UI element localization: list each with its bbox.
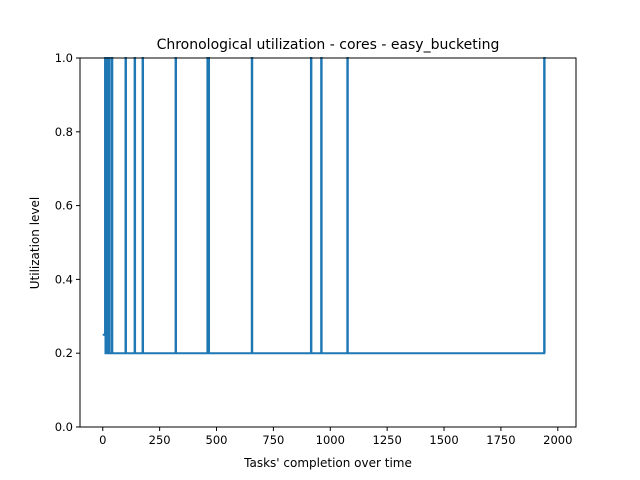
y-tick-label: 1.0 xyxy=(55,51,73,65)
x-tick-label: 0 xyxy=(99,433,106,447)
x-axis-label: Tasks' completion over time xyxy=(243,456,412,470)
x-tick-label: 2000 xyxy=(543,433,572,447)
y-tick-label: 0.0 xyxy=(55,420,73,434)
y-axis-label: Utilization level xyxy=(28,197,42,289)
x-tick-label: 750 xyxy=(262,433,284,447)
x-tick-label: 1750 xyxy=(486,433,515,447)
y-tick-label: 0.2 xyxy=(55,346,73,360)
axes-frame xyxy=(79,57,577,428)
y-tick-label: 0.4 xyxy=(55,272,73,286)
chart-title: Chronological utilization - cores - easy… xyxy=(157,37,500,53)
x-axis-ticks: 0 250 500 750 1000 1250 1500 1750 2000 xyxy=(99,427,572,447)
x-tick-label: 1500 xyxy=(429,433,458,447)
x-tick-label: 1250 xyxy=(373,433,402,447)
x-tick-label: 500 xyxy=(206,433,228,447)
x-tick-label: 1000 xyxy=(316,433,345,447)
y-tick-label: 0.6 xyxy=(55,199,73,213)
x-tick-label: 250 xyxy=(149,433,171,447)
y-tick-label: 0.8 xyxy=(55,125,73,139)
y-axis-ticks: 0.0 0.2 0.4 0.6 0.8 1.0 xyxy=(55,51,80,434)
